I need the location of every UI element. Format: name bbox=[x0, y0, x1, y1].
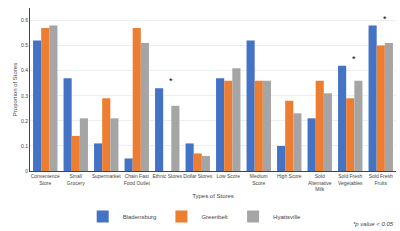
svg-text:Sold FreshVegetables: Sold FreshVegetables bbox=[338, 173, 363, 186]
svg-text:Low Score: Low Score bbox=[216, 173, 240, 179]
svg-text:SoldAlternativeMilk: SoldAlternativeMilk bbox=[308, 173, 332, 192]
svg-text:0.6: 0.6 bbox=[21, 17, 28, 23]
svg-text:MediumScore: MediumScore bbox=[250, 173, 268, 186]
svg-text:Proportion of Stores: Proportion of Stores bbox=[12, 63, 18, 116]
svg-text:Bladensburg: Bladensburg bbox=[123, 214, 157, 220]
svg-text:Greenbelt: Greenbelt bbox=[201, 214, 228, 220]
svg-text:Supermarket: Supermarket bbox=[92, 173, 121, 179]
svg-text:Hyattsville: Hyattsville bbox=[273, 214, 301, 220]
svg-text:Chain FastFood Outlet: Chain FastFood Outlet bbox=[124, 173, 151, 186]
svg-text:Dollar Stores: Dollar Stores bbox=[183, 173, 212, 179]
svg-text:Types of Stores: Types of Stores bbox=[192, 193, 234, 199]
svg-text:0.2: 0.2 bbox=[21, 118, 28, 124]
svg-text:ConvenienceStore: ConvenienceStore bbox=[31, 173, 60, 186]
svg-text:SmallGrocery: SmallGrocery bbox=[67, 173, 85, 186]
svg-text:0.1: 0.1 bbox=[21, 143, 28, 149]
svg-text:Ethnic Stores: Ethnic Stores bbox=[152, 173, 182, 179]
svg-text:0: 0 bbox=[25, 168, 28, 174]
svg-text:0.5: 0.5 bbox=[21, 42, 28, 48]
svg-text:Sold FreshFruits: Sold FreshFruits bbox=[369, 173, 393, 186]
svg-text:High Score: High Score bbox=[277, 173, 302, 179]
svg-text:*: * bbox=[383, 14, 387, 24]
svg-text:0.4: 0.4 bbox=[21, 67, 28, 73]
svg-text:*: * bbox=[169, 76, 173, 86]
svg-text:0.3: 0.3 bbox=[21, 93, 28, 99]
svg-text:*p value < 0.05: *p value < 0.05 bbox=[353, 221, 394, 227]
svg-text:*: * bbox=[352, 54, 356, 64]
